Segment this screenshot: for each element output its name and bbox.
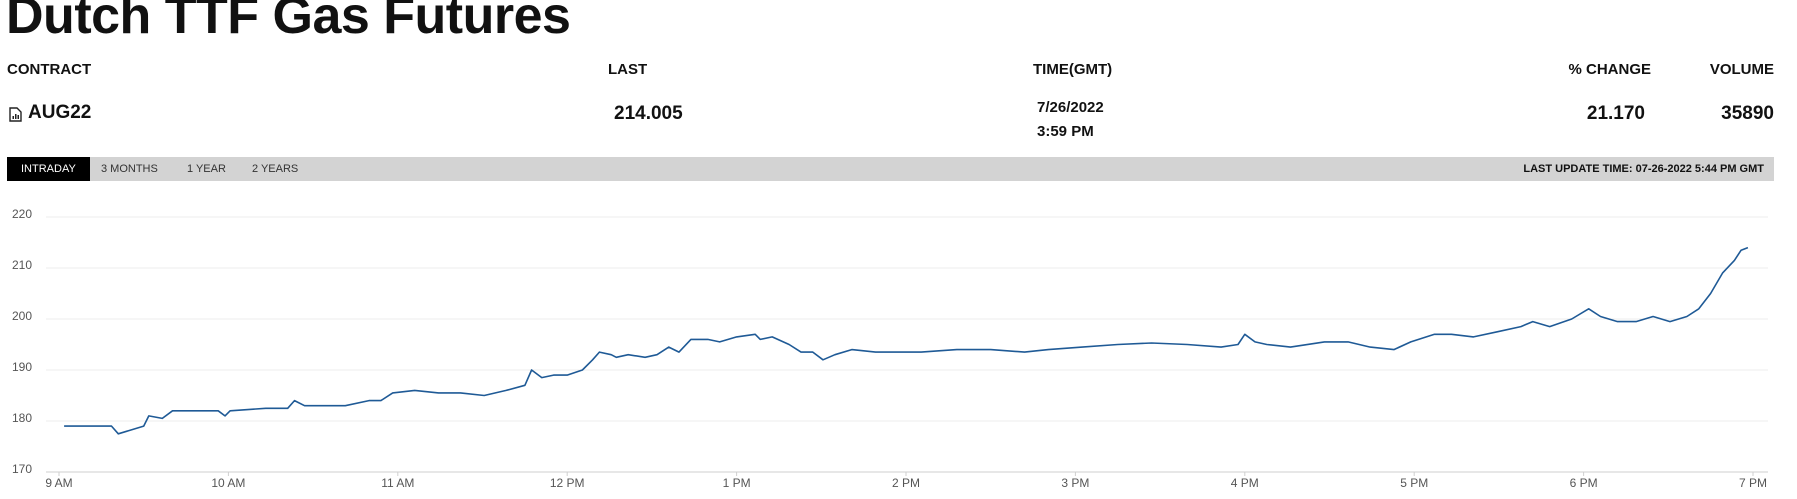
tab-bar [7, 157, 1774, 181]
x-tick-label: 6 PM [1570, 476, 1598, 490]
column-header: VOLUME [1709, 61, 1774, 78]
tab[interactable]: INTRADAY [7, 157, 90, 181]
tab[interactable]: 3 MONTHS [101, 163, 158, 175]
trade-date: 7/26/2022 [1037, 99, 1104, 116]
column-header: TIME(GMT) [1033, 61, 1113, 78]
y-tick-label: 220 [12, 207, 32, 221]
percent-change: 21.170 [1586, 103, 1645, 124]
tab[interactable]: 1 YEAR [187, 163, 226, 175]
last-price: 214.005 [614, 103, 683, 124]
y-tick-label: 210 [12, 258, 32, 272]
x-tick-label: 12 PM [550, 476, 585, 490]
y-tick-label: 180 [12, 411, 32, 425]
last-update: LAST UPDATE TIME: 07-26-2022 5:44 PM GMT [1523, 163, 1764, 175]
trade-time: 3:59 PM [1037, 123, 1094, 140]
x-tick-label: 7 PM [1739, 476, 1767, 490]
column-header: CONTRACT [7, 61, 92, 78]
price-line [64, 246, 1749, 435]
x-tick-label: 9 AM [45, 476, 72, 490]
contract-icon[interactable] [9, 107, 22, 122]
column-header: LAST [608, 61, 648, 78]
y-tick-label: 170 [12, 462, 32, 476]
volume: 35890 [1721, 103, 1774, 124]
x-tick-label: 2 PM [892, 476, 920, 490]
x-tick-label: 4 PM [1231, 476, 1259, 490]
x-tick-label: 11 AM [381, 476, 414, 490]
x-tick-label: 10 AM [211, 476, 245, 490]
x-tick-label: 3 PM [1061, 476, 1089, 490]
page-title: Dutch TTF Gas Futures [6, 0, 571, 45]
x-tick-label: 1 PM [723, 476, 751, 490]
y-tick-label: 200 [12, 309, 32, 323]
contract-link[interactable]: AUG22 [28, 102, 92, 123]
y-tick-label: 190 [12, 360, 32, 374]
tab[interactable]: 2 YEARS [252, 163, 299, 175]
x-tick-label: 5 PM [1400, 476, 1428, 490]
column-header: % CHANGE [1568, 61, 1651, 78]
